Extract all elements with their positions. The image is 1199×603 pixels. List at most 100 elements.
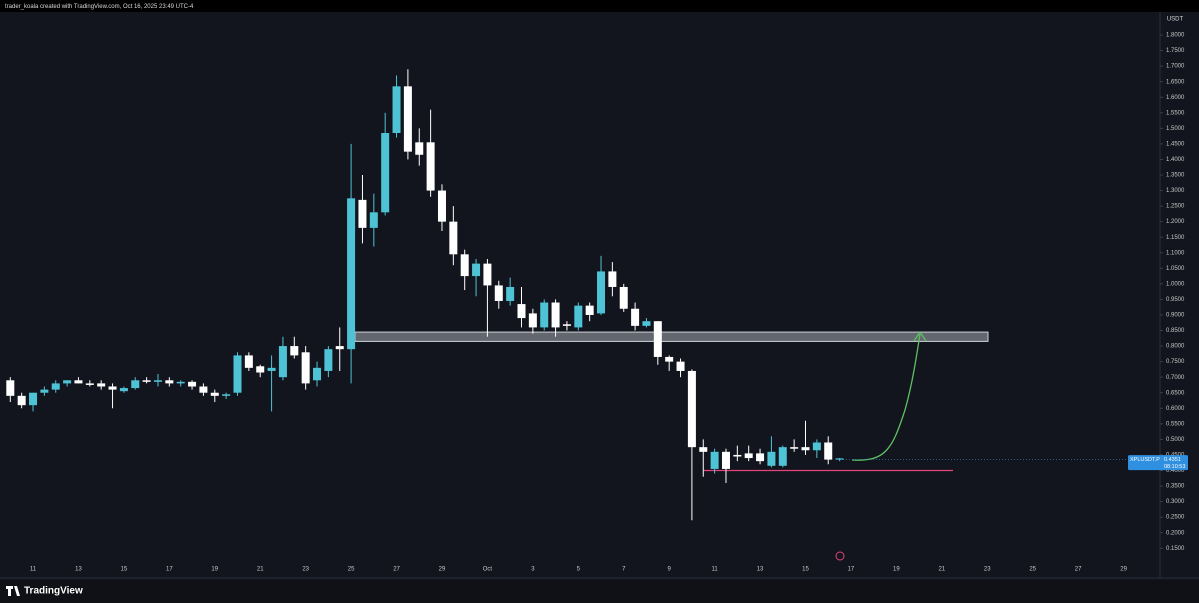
attribution: trader_koala created with TradingView.co… <box>5 4 194 10</box>
y-tick-label: 1.6500 <box>1166 79 1185 85</box>
resistance-zone <box>354 331 989 342</box>
candle-body <box>29 392 38 406</box>
y-tick-label: 0.6000 <box>1166 406 1185 412</box>
y-tick-label: 0.5000 <box>1166 437 1185 443</box>
candle-body <box>687 370 696 448</box>
candle-body <box>256 366 265 373</box>
candle-body <box>790 447 799 449</box>
y-tick-label: 1.1000 <box>1166 250 1185 256</box>
candle-body <box>381 132 390 213</box>
candle-body <box>403 86 412 152</box>
y-tick-label: 0.9000 <box>1166 313 1185 319</box>
y-tick-label: 1.2000 <box>1166 219 1185 225</box>
x-tick-label: 3 <box>531 567 535 573</box>
candle-body <box>562 324 571 326</box>
candle-body <box>108 386 117 390</box>
candle-body <box>506 286 515 301</box>
y-tick-label: 0.6500 <box>1166 390 1185 396</box>
x-tick-label: 27 <box>393 567 400 573</box>
candle-body <box>721 451 730 469</box>
candle-body <box>244 355 253 368</box>
y-tick-label: 0.9500 <box>1166 297 1185 303</box>
arrow-head <box>913 330 927 342</box>
candle-body <box>290 346 299 356</box>
candle-body <box>699 447 708 452</box>
candle-body <box>676 361 685 371</box>
x-tick-label: 17 <box>166 567 173 573</box>
y-tick-label: 0.3500 <box>1166 484 1185 490</box>
candle-body <box>176 381 185 384</box>
candle-body <box>165 380 174 384</box>
candle-body <box>619 286 628 309</box>
candle-body <box>85 383 94 385</box>
currency: USDT <box>1167 17 1184 23</box>
candle-body <box>778 447 787 466</box>
candle-body <box>6 380 15 396</box>
candle-body <box>585 305 594 315</box>
candle-body <box>665 356 674 362</box>
candle-body <box>642 321 651 326</box>
y-tick-label: 1.5500 <box>1166 110 1185 116</box>
x-tick-label: 25 <box>1029 567 1036 573</box>
logo: TradingView <box>24 586 83 597</box>
candle-body <box>835 458 844 460</box>
candle-body <box>801 447 810 451</box>
candle-body <box>824 442 833 460</box>
candle-body <box>392 86 401 133</box>
candle-body <box>199 386 208 393</box>
x-tick-label: 23 <box>302 567 309 573</box>
candle-body <box>483 263 492 286</box>
candle-body <box>733 454 742 457</box>
y-tick-label: 0.2000 <box>1166 530 1185 536</box>
x-tick-label: 9 <box>668 567 672 573</box>
symbol-label: XPLUSDT.P <box>1130 457 1160 463</box>
candle-body <box>347 198 356 350</box>
candle-body <box>222 394 231 396</box>
y-tick-label: 0.3000 <box>1166 499 1185 505</box>
header-bar <box>0 0 1199 12</box>
event-marker <box>835 551 845 561</box>
x-tick-label: 29 <box>439 567 446 573</box>
candle-body <box>472 263 481 277</box>
x-tick-label: 11 <box>30 567 37 573</box>
x-tick-label: 13 <box>75 567 82 573</box>
y-tick-label: 0.5500 <box>1166 421 1185 427</box>
y-tick-label: 1.7500 <box>1166 48 1185 54</box>
footer-bar <box>0 580 1199 603</box>
candle-body <box>415 142 424 155</box>
candle-body <box>812 442 821 451</box>
y-tick-label: 1.4500 <box>1166 141 1185 147</box>
candle-body <box>131 380 140 389</box>
last-price: 0.4351 <box>1164 457 1181 463</box>
candle-body <box>494 285 503 301</box>
candle-body <box>313 367 322 381</box>
candle-body <box>142 380 151 382</box>
y-tick-label: 1.1500 <box>1166 235 1185 241</box>
x-tick-label: 17 <box>848 567 855 573</box>
y-tick-label: 0.1500 <box>1166 546 1185 552</box>
candle-body <box>608 271 617 287</box>
x-tick-label: 25 <box>348 567 355 573</box>
y-tick-label: 1.2500 <box>1166 204 1185 210</box>
candle-body <box>597 271 606 314</box>
candle-body <box>369 212 378 228</box>
candle-body <box>97 383 106 387</box>
x-tick-label: 29 <box>1120 567 1127 573</box>
y-tick-label: 0.8500 <box>1166 328 1185 334</box>
candle-body <box>574 305 583 328</box>
x-tick-label: 19 <box>893 567 900 573</box>
y-tick-label: 1.4000 <box>1166 157 1185 163</box>
x-tick-label: 11 <box>712 567 719 573</box>
y-tick-label: 1.5000 <box>1166 126 1185 132</box>
candle-body <box>278 346 287 378</box>
candle-body <box>540 302 549 328</box>
y-tick-label: 1.3000 <box>1166 188 1185 194</box>
candle-body <box>517 304 526 319</box>
candle-body <box>63 380 72 384</box>
y-tick-label: 0.4000 <box>1166 468 1185 474</box>
x-tick-label: 15 <box>121 567 128 573</box>
candle-body <box>710 451 719 469</box>
candle-body <box>51 383 60 390</box>
candle-body <box>188 381 197 387</box>
